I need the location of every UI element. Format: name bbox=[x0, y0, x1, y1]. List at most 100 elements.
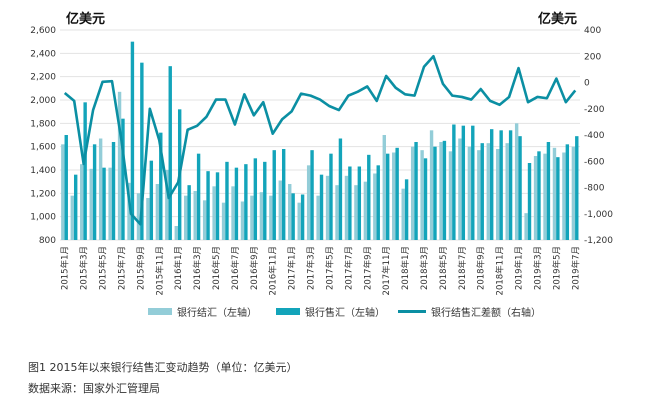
right-tick-label: 200 bbox=[584, 52, 601, 62]
legend-item-sale: 银行售汇（左轴） bbox=[276, 304, 385, 319]
settlement-bar bbox=[354, 185, 358, 240]
legend-label-balance: 银行结售汇差额（右轴） bbox=[431, 308, 541, 319]
left-tick-label: 2,200 bbox=[30, 73, 56, 83]
settlement-bar bbox=[496, 149, 500, 240]
sale-bar bbox=[234, 167, 239, 240]
sale-bar bbox=[414, 142, 418, 240]
x-tick-label: 2015年7月 bbox=[116, 246, 127, 290]
settlement-bar bbox=[420, 150, 424, 240]
data-source: 数据来源：国家外汇管理局 bbox=[28, 382, 160, 395]
x-tick-label: 2016年7月 bbox=[230, 246, 241, 290]
x-tick-label: 2016年9月 bbox=[249, 246, 260, 290]
right-axis-ticks: -1,200 -1,000 -800 -600 -400 -200 0 200 400 bbox=[584, 26, 613, 246]
sale-bar bbox=[546, 142, 551, 240]
settlement-bar bbox=[98, 138, 103, 240]
legend-label-settlement: 银行结汇（左轴） bbox=[177, 308, 257, 319]
settlement-bar bbox=[344, 175, 349, 240]
x-tick-label: 2019年5月 bbox=[551, 246, 562, 290]
x-tick-label: 2018年3月 bbox=[419, 246, 430, 290]
settlement-bar bbox=[562, 152, 566, 240]
settlement-bars bbox=[61, 91, 576, 240]
x-tick-label: 2017年9月 bbox=[362, 246, 373, 290]
sale-bar bbox=[556, 157, 560, 240]
x-tick-label: 2016年1月 bbox=[173, 246, 184, 290]
settlement-bar bbox=[514, 123, 519, 240]
settlement-bar bbox=[155, 184, 160, 240]
settlement-bar bbox=[250, 195, 254, 240]
x-tick-label: 2015年5月 bbox=[98, 246, 109, 290]
x-tick-label: 2016年3月 bbox=[192, 246, 203, 290]
left-tick-label: 1,200 bbox=[30, 189, 56, 199]
settlement-bar bbox=[401, 188, 405, 240]
x-tick-label: 2015年1月 bbox=[60, 246, 71, 290]
sale-bar bbox=[92, 144, 97, 240]
settlement-bar bbox=[127, 182, 131, 240]
settlement-bar bbox=[458, 138, 462, 240]
settlement-bar bbox=[477, 150, 481, 240]
sale-bar bbox=[423, 158, 428, 240]
settlement-bar bbox=[70, 195, 74, 240]
sale-bars bbox=[64, 41, 579, 240]
sale-bar bbox=[348, 166, 352, 240]
sale-bar bbox=[527, 163, 532, 240]
x-tick-label: 2018年9月 bbox=[476, 246, 487, 290]
sale-bar bbox=[187, 185, 191, 240]
right-tick-label: 0 bbox=[584, 79, 590, 89]
sale-bar bbox=[130, 41, 135, 240]
sale-bar bbox=[102, 167, 106, 240]
sale-bar bbox=[225, 161, 229, 240]
sale-bar bbox=[329, 153, 333, 240]
x-tick-label: 2017年5月 bbox=[324, 246, 335, 290]
sale-bar bbox=[196, 153, 201, 240]
sale-bar bbox=[575, 136, 579, 240]
right-tick-label: -1,200 bbox=[584, 236, 613, 246]
sale-bar bbox=[300, 194, 305, 240]
settlement-bar bbox=[382, 135, 386, 240]
settlement-bar bbox=[288, 184, 292, 240]
x-tick-label: 2018年11月 bbox=[495, 246, 506, 295]
sale-bar bbox=[140, 62, 144, 240]
left-axis-unit: 亿美元 bbox=[66, 12, 106, 27]
legend-item-balance: 银行结售汇差额（右轴） bbox=[398, 304, 541, 319]
sale-bar bbox=[461, 125, 466, 240]
left-tick-label: 800 bbox=[39, 236, 56, 246]
settlement-bar bbox=[184, 195, 188, 240]
sale-bar bbox=[395, 147, 399, 240]
left-tick-label: 2,600 bbox=[30, 26, 56, 36]
left-tick-label: 1,000 bbox=[30, 213, 56, 223]
left-tick-label: 2,000 bbox=[30, 96, 56, 106]
settlement-bar bbox=[297, 202, 301, 240]
settlement-bar bbox=[410, 146, 415, 240]
settlement-bar bbox=[80, 164, 84, 240]
x-tick-label: 2018年5月 bbox=[438, 246, 449, 290]
balance-line bbox=[63, 54, 577, 226]
sale-bar bbox=[159, 132, 163, 240]
sale-bar bbox=[480, 143, 484, 240]
sale-bar bbox=[385, 153, 390, 240]
settlement-bar bbox=[165, 170, 169, 240]
settlement-bar bbox=[533, 156, 538, 240]
settlement-bar bbox=[136, 193, 141, 240]
sale-bar bbox=[73, 174, 78, 240]
sale-bar bbox=[64, 135, 68, 240]
settlement-bar bbox=[467, 146, 472, 240]
sale-bar bbox=[281, 149, 286, 240]
settlement-bar bbox=[231, 186, 235, 240]
sale-bar bbox=[357, 166, 362, 240]
sale-bar bbox=[433, 146, 437, 240]
settlement-bar bbox=[221, 202, 226, 240]
sale-bar bbox=[376, 165, 380, 240]
right-tick-label: -400 bbox=[584, 131, 605, 141]
settlement-bar bbox=[429, 130, 434, 240]
sale-bar bbox=[168, 66, 172, 240]
sale-bar bbox=[215, 172, 220, 240]
settlement-bar bbox=[146, 198, 150, 240]
sale-bar bbox=[442, 140, 447, 240]
x-tick-label: 2015年9月 bbox=[135, 246, 146, 290]
x-tick-label: 2017年1月 bbox=[287, 246, 298, 290]
settlement-bar bbox=[505, 143, 509, 240]
left-tick-label: 1,600 bbox=[30, 143, 56, 153]
settlement-bar bbox=[278, 180, 282, 240]
x-tick-label: 2015年11月 bbox=[154, 246, 165, 295]
settlement-bar bbox=[571, 146, 576, 240]
